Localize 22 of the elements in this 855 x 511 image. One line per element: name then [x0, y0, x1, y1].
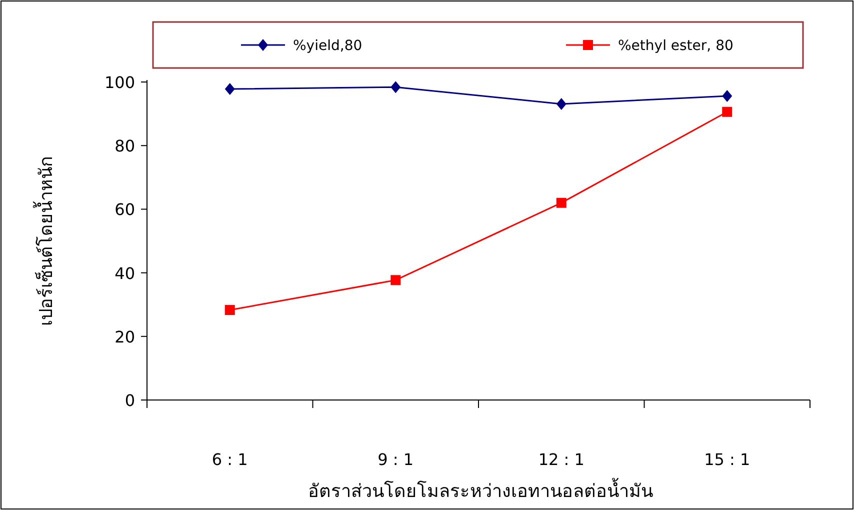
y-tick-label: 20	[114, 327, 135, 346]
x-tick-label: 6 : 1	[212, 450, 248, 469]
point	[390, 81, 401, 94]
y-tick-label: 40	[114, 264, 135, 283]
point	[224, 305, 235, 316]
point	[722, 106, 732, 117]
legend-label: %yield,80	[293, 38, 362, 54]
y-tick-label: 100	[104, 73, 135, 92]
point	[722, 90, 732, 102]
y-axis-title: เปอร์เซ็นต์โดยน้ำหนัก	[33, 156, 57, 326]
point	[390, 275, 401, 286]
point	[224, 82, 235, 95]
x-tick-label: 15 : 1	[704, 450, 750, 469]
y-tick-label: 60	[114, 200, 135, 220]
x-tick-label: 12 : 1	[538, 450, 584, 469]
x-tick-label: 9 : 1	[378, 450, 414, 469]
point	[556, 198, 566, 208]
point	[556, 98, 566, 110]
x-axis-title: อัตราส่วนโดยโมลระหว่างเอทานอลต่อน้ำมัน	[308, 478, 653, 502]
y-tick-label: 0	[124, 391, 135, 410]
y-tick-label: 80	[114, 136, 135, 156]
legend-label: %ethyl ester, 80	[618, 38, 734, 54]
